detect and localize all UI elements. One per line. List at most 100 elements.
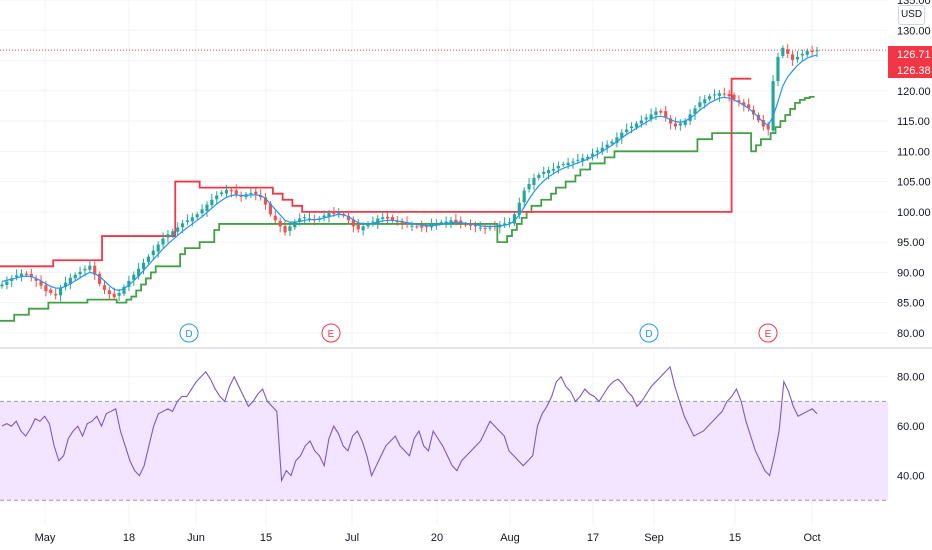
candle-body [708, 96, 712, 100]
price-axis-label: 130.00 [897, 25, 931, 37]
candle-body [664, 111, 668, 118]
candle-body [215, 195, 219, 200]
candle-body [381, 217, 385, 219]
candle-body [395, 221, 399, 223]
candle-body [537, 174, 541, 178]
price-axis-label: 115.00 [897, 116, 930, 128]
candle-body [102, 285, 107, 290]
earnings-marker-circle [758, 323, 778, 343]
earnings-marker[interactable]: E [758, 323, 778, 343]
candle-body [547, 170, 551, 174]
candle-body [385, 216, 390, 219]
candle-body [424, 226, 429, 228]
candle-body [356, 224, 360, 230]
candle-body [44, 285, 48, 292]
candle-body [107, 290, 111, 295]
candle-body [15, 275, 19, 277]
candle-body [68, 277, 72, 285]
time-axis-labels[interactable]: May 18 Jun 15 Jul 20 Aug 17 Sep 15 Oct [35, 532, 821, 544]
candle-body [19, 273, 24, 277]
candle-body [761, 119, 765, 127]
candle-body [298, 218, 302, 222]
candle-body [473, 224, 477, 227]
price-axis-label: 105.00 [897, 177, 931, 189]
candle-body [10, 278, 14, 281]
earnings-marker-circle [321, 323, 341, 343]
candle-body [283, 225, 287, 233]
candle-body [439, 222, 443, 224]
time-axis-label: 15 [260, 532, 272, 544]
candle-body [556, 165, 560, 169]
time-axis-label: 20 [431, 532, 443, 544]
candle-body [420, 225, 424, 228]
candle-body [464, 224, 468, 226]
price-axis-label: 95.00 [897, 237, 925, 249]
moving-average-line [1, 54, 818, 292]
candle-body [527, 184, 531, 190]
candle-body [146, 256, 150, 263]
candle-body [190, 217, 194, 222]
rsi-axis-labels[interactable]: 40.00 60.00 80.00 [897, 372, 925, 483]
rsi-axis-label: 40.00 [897, 471, 925, 483]
candle-body [376, 218, 380, 223]
candle-body [141, 262, 146, 270]
price-tag-box [888, 46, 932, 62]
candle-body [273, 215, 277, 221]
candle-body [205, 204, 209, 211]
candle-body [117, 292, 121, 296]
price-axis-label: 80.00 [897, 328, 925, 340]
candle-body [195, 214, 199, 218]
candle-body [278, 220, 282, 227]
candle-body [659, 110, 663, 113]
candle-body [512, 214, 517, 224]
candle-body [83, 268, 87, 271]
earnings-marker[interactable]: E [321, 323, 341, 343]
candle-body [615, 137, 619, 144]
candle-body [747, 104, 751, 109]
candle-body [566, 162, 570, 165]
earnings-marker-letter: E [328, 329, 335, 340]
currency-button[interactable]: USD [898, 5, 925, 25]
time-axis-label: Jun [187, 532, 205, 544]
candle-body [29, 273, 33, 278]
candle-body [185, 220, 190, 222]
candle-body [24, 273, 28, 275]
candle-body [727, 93, 731, 97]
candle-body [254, 191, 258, 195]
candle-body [786, 49, 790, 54]
candle-body [390, 217, 395, 221]
candle-body [444, 221, 448, 224]
candle-body [166, 234, 170, 238]
candle-body [791, 54, 795, 60]
earnings-marker-letter: E [765, 329, 772, 340]
candle-body [288, 226, 292, 231]
candle-body [249, 193, 253, 195]
candle-body [805, 50, 809, 55]
candle-body [210, 199, 214, 206]
candle-body [639, 120, 643, 124]
dividend-marker[interactable]: D [639, 323, 659, 343]
candle-body [507, 222, 512, 224]
candle-body [98, 273, 102, 284]
candle-body [717, 93, 721, 96]
candle-body [73, 274, 77, 279]
candle-body [634, 123, 639, 128]
candle-body [54, 293, 58, 296]
dividend-marker[interactable]: D [179, 323, 199, 343]
candle-body [605, 144, 609, 148]
time-axis-label: 17 [587, 532, 599, 544]
price-tag-label: 126.71 [897, 49, 931, 61]
candle-body [771, 81, 775, 131]
candle-body [122, 286, 126, 294]
candle-body [551, 168, 556, 171]
rsi-axis-label: 80.00 [897, 372, 925, 384]
candle-body [58, 288, 63, 296]
candle-body [722, 93, 726, 95]
candle-body [449, 220, 453, 223]
candle-body [171, 231, 175, 236]
candle-body [180, 223, 185, 228]
candle-body [595, 150, 599, 153]
long-stop-line [0, 95, 815, 322]
price-axis-label: 85.00 [897, 298, 925, 310]
